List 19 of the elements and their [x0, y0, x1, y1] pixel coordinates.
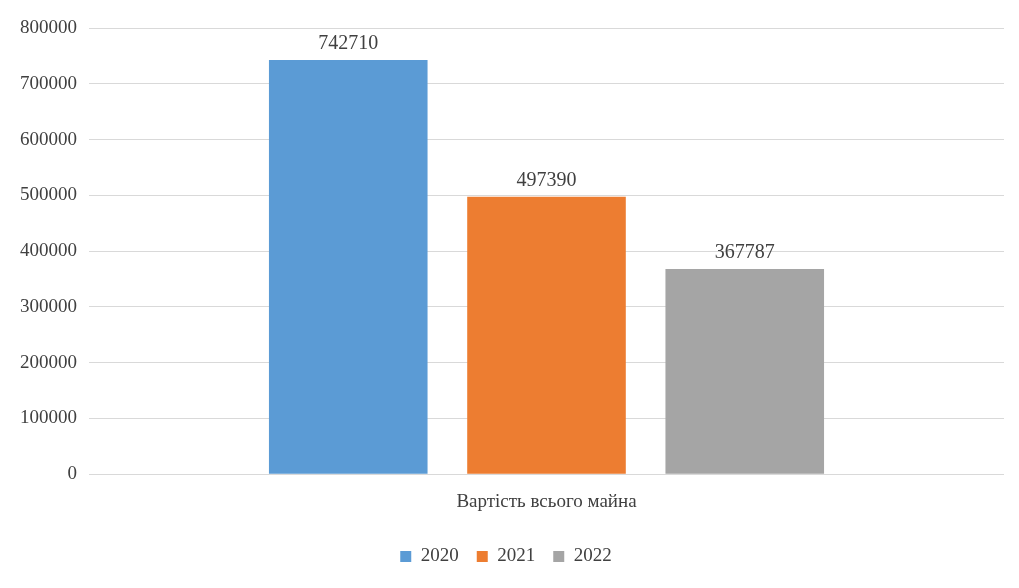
- bar: [665, 269, 825, 474]
- y-tick-label: 100000: [20, 406, 77, 428]
- data-label: 742710: [318, 31, 379, 54]
- y-tick-label: 500000: [20, 183, 77, 205]
- legend-label: 2022: [573, 544, 612, 566]
- legend-label: 2021: [497, 544, 536, 566]
- y-tick-label: 700000: [20, 71, 77, 93]
- data-label: 367787: [714, 240, 775, 263]
- bar: [268, 59, 428, 474]
- y-tick-label: 400000: [20, 239, 77, 261]
- bar: [467, 196, 626, 474]
- y-tick-label: 200000: [20, 350, 77, 372]
- y-tick-label: 600000: [20, 127, 77, 149]
- x-tick-label: Вартість всього майна: [456, 489, 638, 511]
- y-tick-label: 800000: [20, 15, 77, 37]
- data-label: 497390: [516, 168, 577, 191]
- y-tick-label: 0: [67, 462, 77, 484]
- legend-label: 2020: [420, 544, 459, 566]
- y-tick-label: 300000: [20, 294, 77, 316]
